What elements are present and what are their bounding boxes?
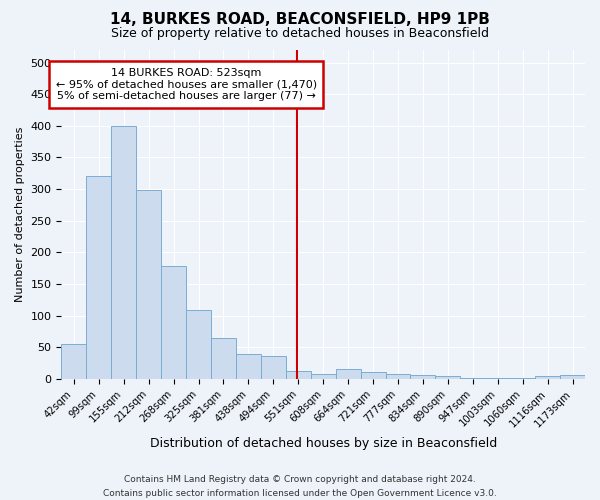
- Bar: [335, 368, 361, 379]
- Y-axis label: Number of detached properties: Number of detached properties: [15, 126, 25, 302]
- Bar: [61, 344, 86, 379]
- Bar: [236, 354, 261, 379]
- Bar: [361, 372, 386, 379]
- Text: 14, BURKES ROAD, BEACONSFIELD, HP9 1PB: 14, BURKES ROAD, BEACONSFIELD, HP9 1PB: [110, 12, 490, 28]
- Bar: [261, 356, 286, 379]
- Bar: [311, 374, 335, 379]
- Bar: [136, 190, 161, 379]
- Bar: [436, 376, 460, 379]
- Bar: [410, 375, 436, 379]
- Bar: [86, 176, 111, 379]
- Bar: [535, 376, 560, 379]
- Bar: [560, 375, 585, 379]
- Bar: [286, 371, 311, 379]
- Bar: [186, 310, 211, 379]
- Bar: [111, 126, 136, 379]
- Bar: [510, 378, 535, 379]
- X-axis label: Distribution of detached houses by size in Beaconsfield: Distribution of detached houses by size …: [149, 437, 497, 450]
- Text: 14 BURKES ROAD: 523sqm
← 95% of detached houses are smaller (1,470)
5% of semi-d: 14 BURKES ROAD: 523sqm ← 95% of detached…: [56, 68, 317, 101]
- Bar: [485, 378, 510, 379]
- Text: Size of property relative to detached houses in Beaconsfield: Size of property relative to detached ho…: [111, 28, 489, 40]
- Bar: [161, 266, 186, 379]
- Bar: [211, 338, 236, 379]
- Bar: [460, 378, 485, 379]
- Text: Contains HM Land Registry data © Crown copyright and database right 2024.
Contai: Contains HM Land Registry data © Crown c…: [103, 476, 497, 498]
- Bar: [386, 374, 410, 379]
